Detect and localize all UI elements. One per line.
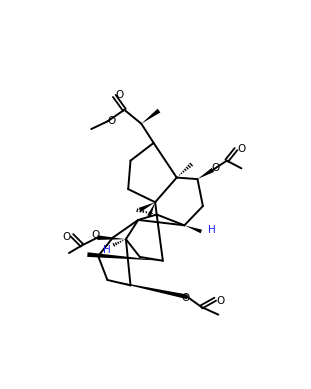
Text: O: O [182, 293, 190, 303]
Text: O: O [92, 230, 100, 240]
Text: O: O [63, 232, 71, 242]
Polygon shape [147, 202, 155, 217]
Text: O: O [107, 116, 115, 126]
Text: H: H [103, 245, 110, 255]
Polygon shape [87, 252, 163, 261]
Text: O: O [237, 144, 245, 154]
Text: O: O [116, 90, 124, 100]
Polygon shape [184, 225, 202, 233]
Text: O: O [216, 296, 225, 306]
Polygon shape [107, 280, 188, 299]
Text: H: H [207, 225, 215, 235]
Polygon shape [141, 109, 160, 124]
Polygon shape [139, 202, 155, 212]
Polygon shape [197, 168, 214, 179]
Text: O: O [211, 163, 219, 173]
Polygon shape [97, 235, 126, 240]
